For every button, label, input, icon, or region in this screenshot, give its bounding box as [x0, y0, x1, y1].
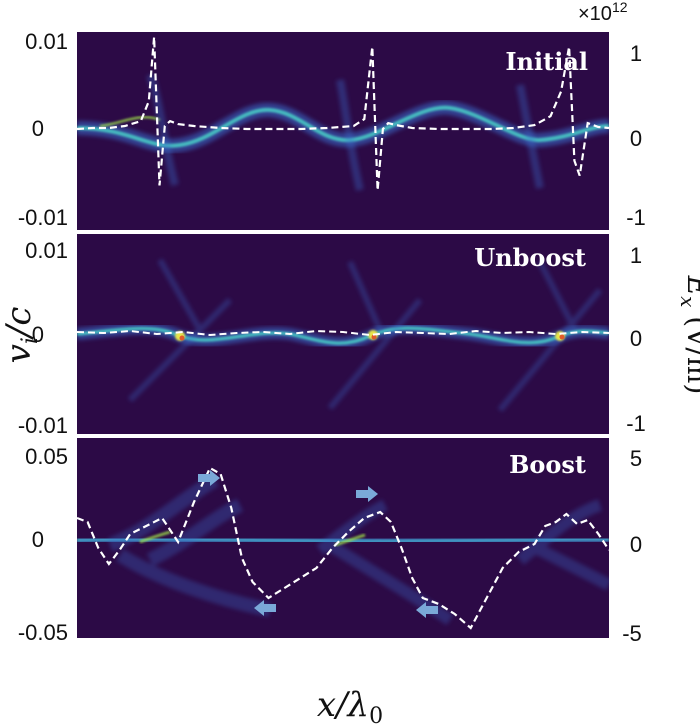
panel-boost-field-trace — [77, 466, 609, 630]
panel-initial-rtick-bottom: -1 — [626, 205, 646, 230]
panel-unboost-rtick-top: 1 — [630, 243, 642, 268]
panel-initial-title: Initial — [505, 47, 588, 76]
x-axis-label: x/λ0 — [317, 685, 383, 727]
panel-unboost-ytick-mid: 0 — [32, 322, 44, 347]
panel-initial-field-trace — [77, 36, 609, 191]
y-axis-left-label: vi/c — [0, 307, 43, 364]
panel-unboost-title: Unboost — [474, 243, 586, 272]
panel-initial-ytick-bottom: -0.01 — [18, 205, 68, 230]
panel-unboost-ytick-top: 0.01 — [25, 238, 68, 263]
panel-initial: Initial 0.01 0 -0.01 1 0 -1 — [18, 29, 646, 230]
panel-boost-ytick-top: 0.05 — [25, 444, 68, 469]
panel-initial-rtick-top: 1 — [630, 41, 642, 66]
panel-boost-ytick-bottom: -0.05 — [18, 620, 68, 645]
panel-boost: Boost 0.05 0 -0.05 5 0 -5 — [18, 438, 642, 646]
panel-boost-rtick-top: 5 — [630, 446, 642, 471]
arrow-right-icon — [198, 470, 220, 486]
panel-unboost-rtick-bottom: -1 — [626, 411, 646, 436]
arrow-left-icon — [254, 600, 276, 616]
panel-boost-rtick-mid: 0 — [630, 532, 642, 557]
panel-initial-ytick-mid: 0 — [32, 116, 44, 141]
panel-unboost-field-trace — [77, 329, 609, 337]
panel-boost-rtick-bottom: -5 — [622, 621, 642, 646]
panel-boost-title: Boost — [509, 450, 586, 479]
arrow-left-icon — [416, 602, 438, 618]
panel-initial-rtick-mid: 0 — [630, 126, 642, 151]
panel-unboost-density — [77, 258, 609, 412]
panel-unboost: Unboost 0.01 0 -0.01 1 0 -1 — [18, 234, 646, 438]
panel-unboost-rtick-mid: 0 — [630, 326, 642, 351]
y-axis-right-label: Ex (V/m) — [676, 275, 700, 395]
arrow-right-icon — [356, 486, 378, 502]
multiplier-exponent: 12 — [612, 0, 628, 15]
panel-unboost-ytick-bottom: -0.01 — [18, 413, 68, 438]
panel-initial-density — [77, 73, 609, 191]
panel-boost-ytick-mid: 0 — [32, 527, 44, 552]
panel-initial-ytick-top: 0.01 — [25, 29, 68, 54]
panel-boost-density — [77, 473, 609, 625]
multiplier-label: ×1012 — [578, 0, 628, 25]
